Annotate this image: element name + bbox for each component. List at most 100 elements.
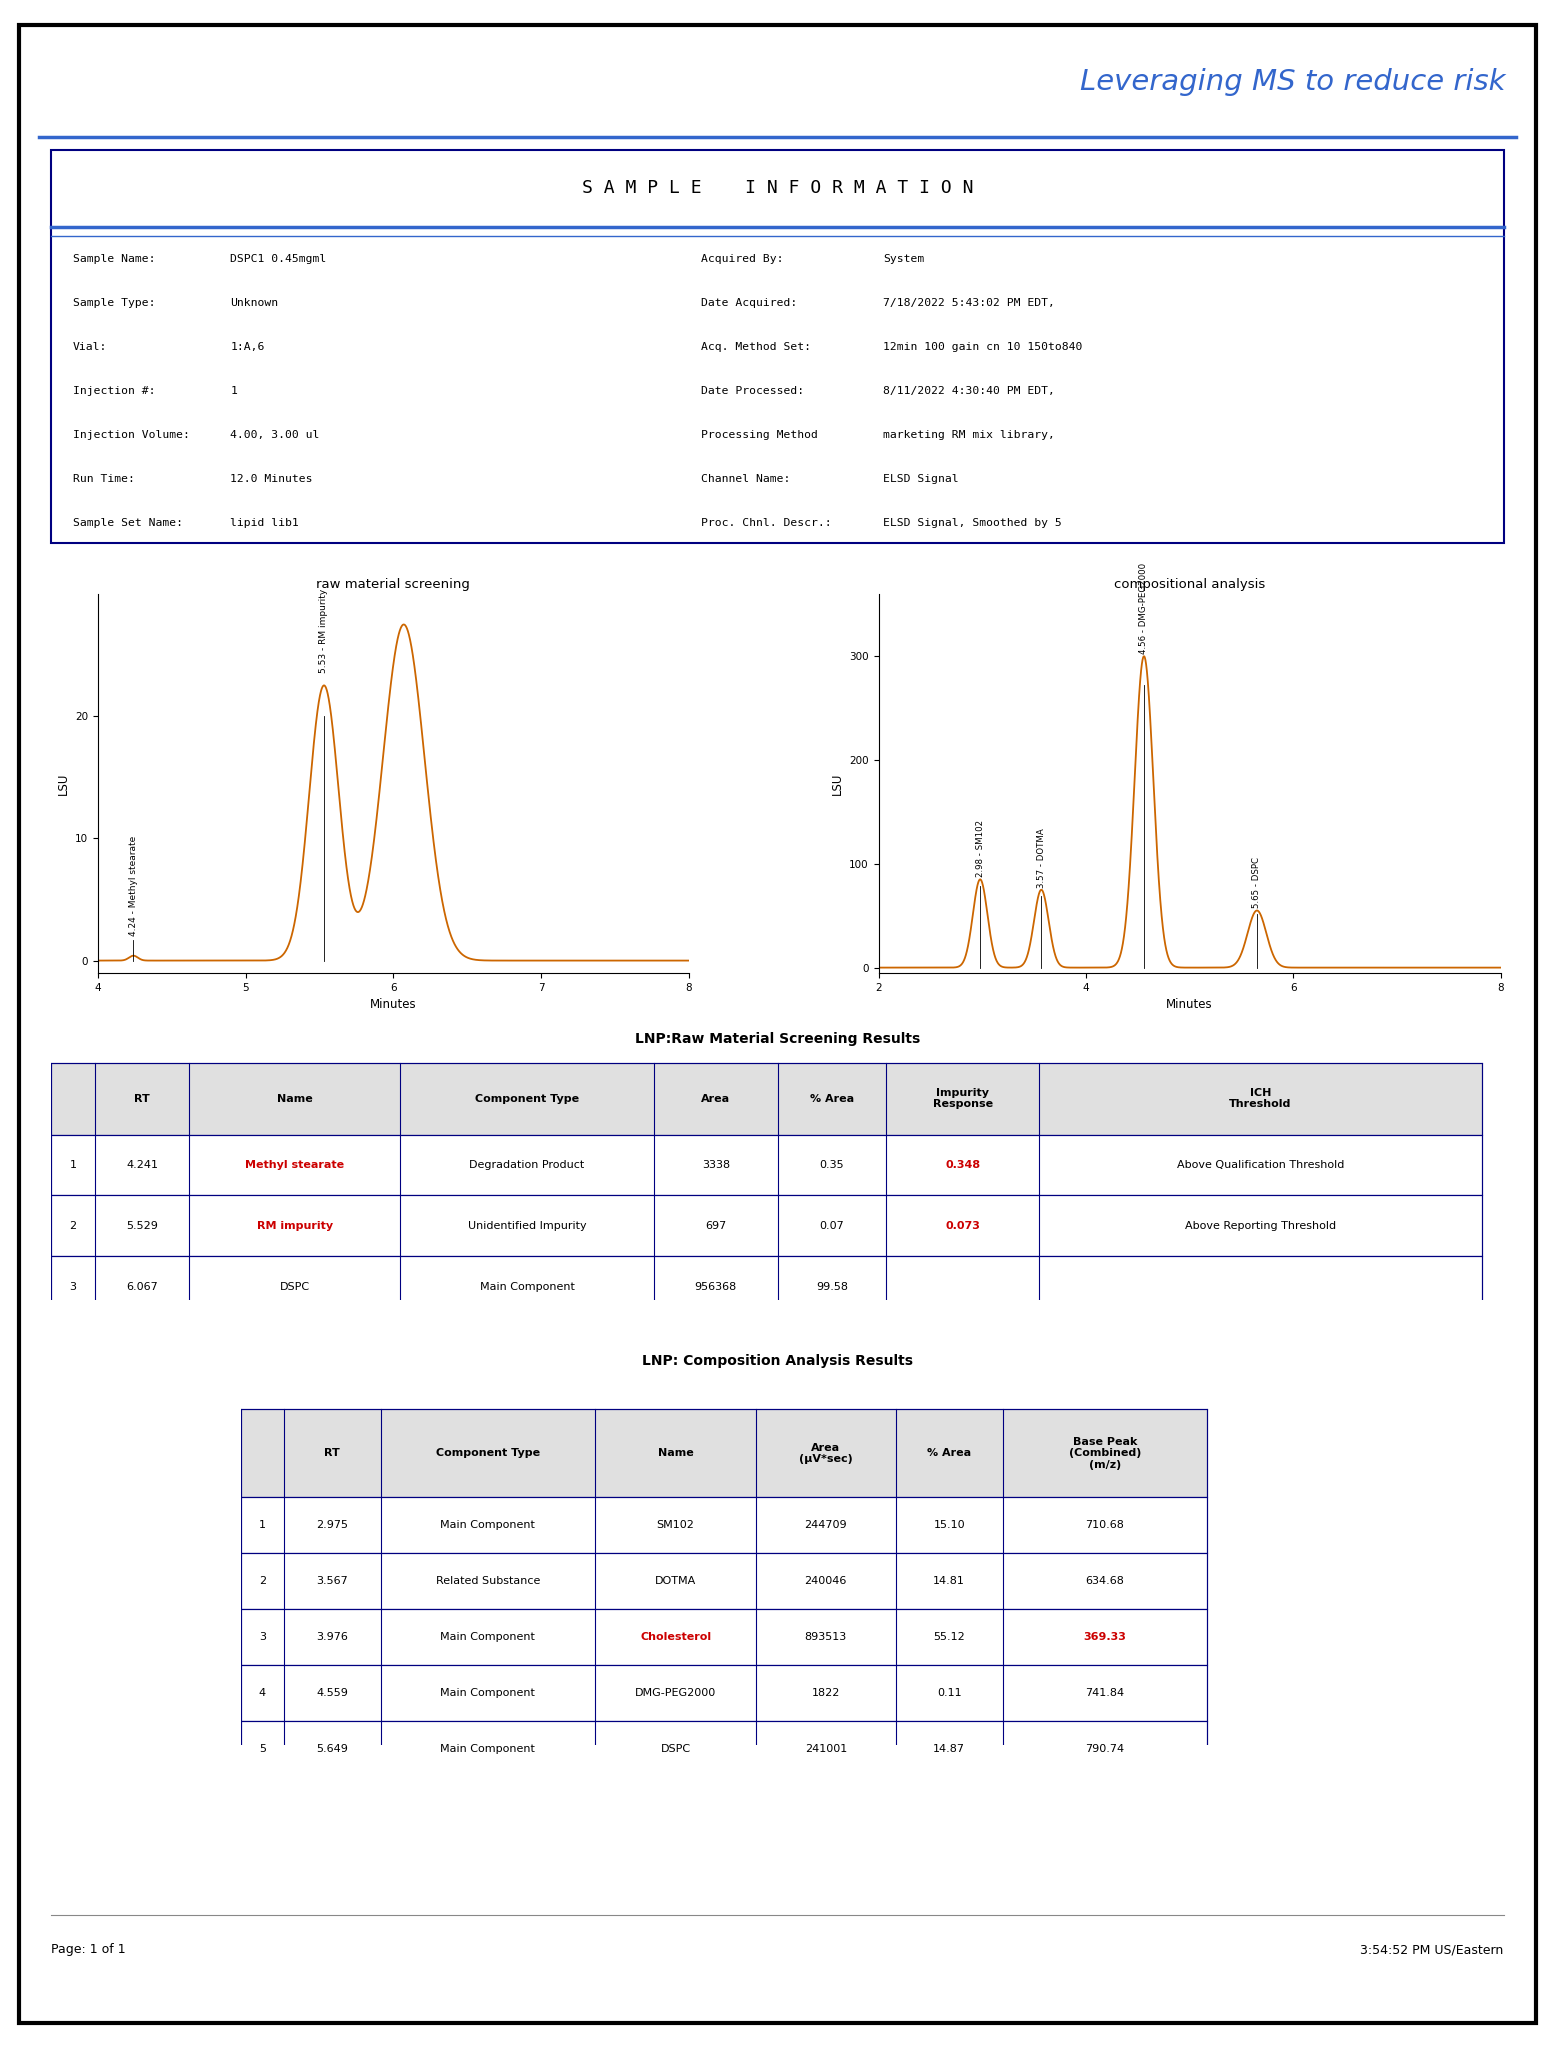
Text: % Area: % Area bbox=[810, 1094, 854, 1104]
Text: Sample Type:: Sample Type: bbox=[73, 297, 156, 307]
Text: Date Acquired:: Date Acquired: bbox=[701, 297, 798, 307]
Text: Above Reporting Threshold: Above Reporting Threshold bbox=[1185, 1221, 1336, 1231]
Text: 1822: 1822 bbox=[812, 1688, 840, 1698]
Text: 893513: 893513 bbox=[804, 1632, 847, 1642]
Text: Degradation Product: Degradation Product bbox=[470, 1159, 585, 1169]
Text: 741.84: 741.84 bbox=[1085, 1688, 1124, 1698]
Text: 1:A,6: 1:A,6 bbox=[230, 342, 264, 352]
Text: lipid lib1: lipid lib1 bbox=[230, 518, 299, 528]
Text: 12min 100 gain cn 10 150to840: 12min 100 gain cn 10 150to840 bbox=[883, 342, 1082, 352]
Text: 790.74: 790.74 bbox=[1085, 1745, 1124, 1753]
Text: 3338: 3338 bbox=[701, 1159, 729, 1169]
Bar bbox=[51, 1063, 1482, 1135]
Text: Base Peak
(Combined)
(m/z): Base Peak (Combined) (m/z) bbox=[1068, 1438, 1141, 1470]
Text: Acq. Method Set:: Acq. Method Set: bbox=[701, 342, 812, 352]
Text: 2.98 - SM102: 2.98 - SM102 bbox=[975, 819, 984, 877]
Text: 634.68: 634.68 bbox=[1085, 1577, 1124, 1585]
Bar bbox=[241, 1720, 1207, 1778]
Text: Injection #:: Injection #: bbox=[73, 385, 156, 395]
Bar bbox=[241, 1665, 1207, 1720]
Text: 5.65 - DSPC: 5.65 - DSPC bbox=[1252, 858, 1261, 909]
Text: Area
(µV*sec): Area (µV*sec) bbox=[799, 1442, 852, 1464]
Text: RT: RT bbox=[325, 1448, 341, 1458]
Y-axis label: LSU: LSU bbox=[830, 772, 844, 795]
Y-axis label: LSU: LSU bbox=[56, 772, 70, 795]
Text: Component Type: Component Type bbox=[435, 1448, 540, 1458]
Text: 3.976: 3.976 bbox=[316, 1632, 348, 1642]
Text: Unknown: Unknown bbox=[230, 297, 278, 307]
Text: 956368: 956368 bbox=[695, 1282, 737, 1292]
Text: ICH
Threshold: ICH Threshold bbox=[1228, 1087, 1292, 1110]
Text: 0.07: 0.07 bbox=[819, 1221, 844, 1231]
Text: 244709: 244709 bbox=[804, 1520, 847, 1530]
Text: RT: RT bbox=[134, 1094, 149, 1104]
Text: 2: 2 bbox=[70, 1221, 76, 1231]
Title: raw material screening: raw material screening bbox=[317, 578, 470, 592]
Text: Main Component: Main Component bbox=[440, 1520, 535, 1530]
Text: Above Qualification Threshold: Above Qualification Threshold bbox=[1177, 1159, 1344, 1169]
Text: Empower: Empower bbox=[95, 61, 171, 76]
Text: 0.11: 0.11 bbox=[936, 1688, 961, 1698]
Text: 4.241: 4.241 bbox=[126, 1159, 159, 1169]
Text: 3: 3 bbox=[70, 1282, 76, 1292]
Text: 240046: 240046 bbox=[804, 1577, 847, 1585]
Text: % Area: % Area bbox=[927, 1448, 972, 1458]
Text: 6.067: 6.067 bbox=[126, 1282, 159, 1292]
Text: 3: 3 bbox=[190, 57, 196, 68]
Text: DMG-PEG2000: DMG-PEG2000 bbox=[634, 1688, 717, 1698]
Text: Main Component: Main Component bbox=[479, 1282, 574, 1292]
Text: DSPC1 0.45mgml: DSPC1 0.45mgml bbox=[230, 254, 327, 264]
Text: 3: 3 bbox=[260, 1632, 266, 1642]
Text: 0.073: 0.073 bbox=[945, 1221, 980, 1231]
Bar bbox=[241, 1497, 1207, 1552]
Text: 3.567: 3.567 bbox=[316, 1577, 348, 1585]
Text: 5.529: 5.529 bbox=[126, 1221, 159, 1231]
Text: LNP: Composition Analysis Results: LNP: Composition Analysis Results bbox=[642, 1354, 913, 1368]
Text: DSPC: DSPC bbox=[661, 1745, 690, 1753]
Text: 0.35: 0.35 bbox=[819, 1159, 844, 1169]
Text: 369.33: 369.33 bbox=[1084, 1632, 1126, 1642]
Text: Main Component: Main Component bbox=[440, 1632, 535, 1642]
Text: 4.559: 4.559 bbox=[316, 1688, 348, 1698]
Text: 2: 2 bbox=[260, 1577, 266, 1585]
Text: Page: 1 of 1: Page: 1 of 1 bbox=[51, 1944, 126, 1956]
Text: 710.68: 710.68 bbox=[1085, 1520, 1124, 1530]
Text: 3:54:52 PM US/Eastern: 3:54:52 PM US/Eastern bbox=[1361, 1944, 1504, 1956]
Text: ELSD Signal, Smoothed by 5: ELSD Signal, Smoothed by 5 bbox=[883, 518, 1062, 528]
Text: Run Time:: Run Time: bbox=[73, 475, 135, 483]
Text: 5.53 - RM impurity: 5.53 - RM impurity bbox=[319, 590, 328, 674]
Text: 1: 1 bbox=[230, 385, 236, 395]
Text: 2.975: 2.975 bbox=[316, 1520, 348, 1530]
Text: DOTMA: DOTMA bbox=[655, 1577, 697, 1585]
Text: Unidentified Impurity: Unidentified Impurity bbox=[468, 1221, 586, 1231]
Text: ELSD Signal: ELSD Signal bbox=[883, 475, 959, 483]
Bar bbox=[241, 1610, 1207, 1665]
Text: 14.87: 14.87 bbox=[933, 1745, 966, 1753]
Text: Sample Set Name:: Sample Set Name: bbox=[73, 518, 183, 528]
Text: Main Component: Main Component bbox=[440, 1688, 535, 1698]
Text: 4.24 - Methyl stearate: 4.24 - Methyl stearate bbox=[129, 836, 138, 936]
Text: RM impurity: RM impurity bbox=[257, 1221, 333, 1231]
Bar bbox=[241, 1552, 1207, 1610]
Text: 5.649: 5.649 bbox=[316, 1745, 348, 1753]
Text: 12.0 Minutes: 12.0 Minutes bbox=[230, 475, 313, 483]
Text: 14.81: 14.81 bbox=[933, 1577, 966, 1585]
Text: Processing Method: Processing Method bbox=[701, 430, 818, 440]
Text: Channel Name:: Channel Name: bbox=[701, 475, 790, 483]
Text: System: System bbox=[883, 254, 925, 264]
Text: Name: Name bbox=[658, 1448, 694, 1458]
Text: Vial:: Vial: bbox=[73, 342, 107, 352]
Text: 8/11/2022 4:30:40 PM EDT,: 8/11/2022 4:30:40 PM EDT, bbox=[883, 385, 1056, 395]
Text: marketing RM mix library,: marketing RM mix library, bbox=[883, 430, 1056, 440]
Text: Cholesterol: Cholesterol bbox=[641, 1632, 711, 1642]
Text: 55.12: 55.12 bbox=[933, 1632, 966, 1642]
Text: SM102: SM102 bbox=[656, 1520, 695, 1530]
Bar bbox=[241, 1409, 1207, 1497]
Text: Area: Area bbox=[701, 1094, 731, 1104]
Text: 4: 4 bbox=[260, 1688, 266, 1698]
Text: Related Substance: Related Substance bbox=[435, 1577, 540, 1585]
Text: 4.00, 3.00 ul: 4.00, 3.00 ul bbox=[230, 430, 319, 440]
Text: 697: 697 bbox=[704, 1221, 726, 1231]
Text: 3.57 - DOTMA: 3.57 - DOTMA bbox=[1037, 827, 1047, 887]
Text: 99.58: 99.58 bbox=[816, 1282, 847, 1292]
